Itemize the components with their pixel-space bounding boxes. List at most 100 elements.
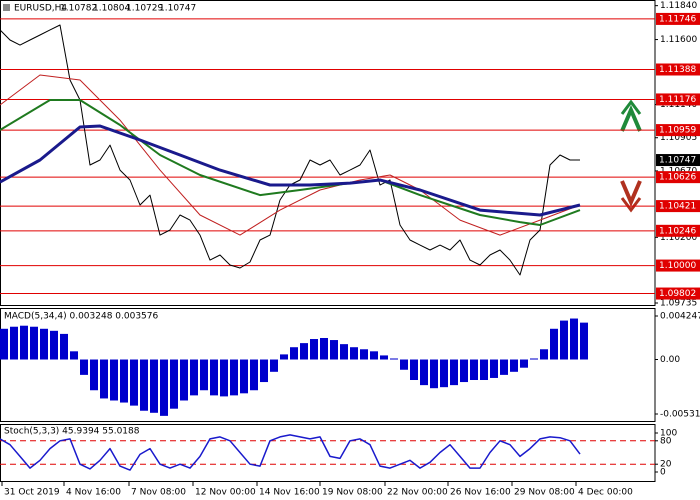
down-arrow-head (620, 197, 642, 213)
stoch-title: Stoch(5,3,3) 45.9394 55.0188 (4, 427, 140, 437)
level-label: 1.11388 (659, 65, 696, 75)
macd-bar (520, 359, 528, 368)
macd-bar (280, 354, 288, 360)
x-tick-label: 19 Nov 08:00 (322, 488, 383, 498)
x-tick-label: 29 Nov 08:00 (514, 488, 575, 498)
level-label: 1.10246 (659, 226, 696, 236)
y-tick-label: 80 (660, 436, 672, 446)
last-price-label: 1.10747 (659, 156, 696, 166)
macd-bar (320, 337, 328, 360)
macd-bar (210, 359, 218, 396)
level-label: 1.11746 (659, 14, 696, 24)
series-line (0, 74, 581, 236)
x-tick-label: 7 Nov 08:00 (131, 488, 186, 498)
macd-bar (420, 359, 428, 386)
macd-bar (250, 359, 258, 391)
macd-bar (190, 359, 198, 396)
macd-bar (120, 359, 128, 403)
macd-bar (540, 349, 548, 360)
macd-bar (490, 359, 498, 378)
macd-bar (290, 347, 298, 360)
ohlc-high: 1.10804 (93, 4, 130, 14)
macd-bar (270, 359, 278, 372)
level-label: 1.10959 (659, 126, 696, 136)
macd-bar (40, 328, 48, 360)
y-tick-label: 1.10905 (660, 133, 697, 143)
macd-bar (450, 359, 458, 386)
macd-bar (90, 359, 98, 391)
macd-bar (500, 359, 508, 375)
macd-bar (170, 359, 178, 409)
series-line (0, 124, 581, 217)
level-box (656, 171, 700, 184)
y-tick-label: 1.11840 (660, 1, 697, 11)
macd-bar (180, 359, 188, 401)
macd-bar (560, 320, 568, 360)
macd-bar (150, 359, 158, 413)
macd-bar (100, 359, 108, 399)
level-box (656, 124, 700, 137)
macd-bar (410, 359, 418, 381)
level-box (656, 93, 700, 106)
macd-bar (140, 359, 148, 411)
symbol-icon (3, 4, 10, 11)
price-panel (0, 0, 656, 306)
y-tick-label: 0.00 (660, 355, 680, 365)
y-tick-label: -0.005318 (660, 410, 700, 420)
level-box (656, 200, 700, 213)
series-line (0, 434, 581, 471)
macd-bar (110, 359, 118, 401)
macd-bar (390, 358, 398, 360)
macd-bar (430, 359, 438, 389)
level-label: 1.10000 (659, 261, 696, 271)
stoch-panel (0, 424, 656, 482)
y-tick-label: 1.09735 (660, 299, 697, 309)
ohlc-open: 1.10782 (60, 4, 97, 14)
macd-bar (220, 359, 228, 397)
level-label: 1.09802 (659, 289, 696, 299)
macd-bar (70, 351, 78, 360)
level-box (656, 287, 700, 300)
macd-bar (460, 359, 468, 383)
level-box (656, 224, 700, 237)
last-price-box (656, 154, 700, 167)
macd-bar (370, 351, 378, 360)
up-arrow (620, 104, 642, 132)
x-tick-label: 12 Nov 00:00 (195, 488, 256, 498)
macd-bar (310, 339, 318, 360)
macd-bar (470, 359, 478, 381)
macd-bar (360, 349, 368, 360)
macd-bar (130, 359, 138, 406)
macd-bar (510, 359, 518, 372)
macd-bar (160, 359, 168, 416)
macd-bar (240, 359, 248, 394)
macd-bar (340, 344, 348, 360)
macd-bar (380, 355, 388, 360)
level-box (656, 12, 700, 25)
macd-bar (20, 325, 28, 360)
x-tick-label: 4 Dec 00:00 (578, 488, 633, 498)
x-tick-label: 14 Nov 16:00 (259, 488, 320, 498)
macd-bar (30, 326, 38, 360)
macd-bar (440, 359, 448, 388)
macd-bar (330, 340, 338, 360)
macd-bar (200, 359, 208, 391)
macd-bar (570, 318, 578, 360)
macd-bar (480, 359, 488, 381)
macd-bar (550, 328, 558, 360)
macd-bar (260, 359, 268, 383)
y-tick-label: 0 (660, 468, 666, 478)
ohlc-low: 1.10729 (126, 4, 163, 14)
down-arrow (620, 180, 642, 208)
level-label: 1.10626 (659, 173, 696, 183)
x-tick-label: 4 Nov 16:00 (66, 488, 121, 498)
y-tick-label: 100 (660, 429, 677, 439)
macd-title: MACD(5,34,4) 0.003248 0.003576 (4, 312, 159, 322)
macd-bar (230, 359, 238, 396)
macd-bar (50, 330, 58, 360)
macd-bar (350, 347, 358, 360)
macd-bar (400, 359, 408, 370)
y-tick-label: 1.10200 (660, 233, 697, 243)
